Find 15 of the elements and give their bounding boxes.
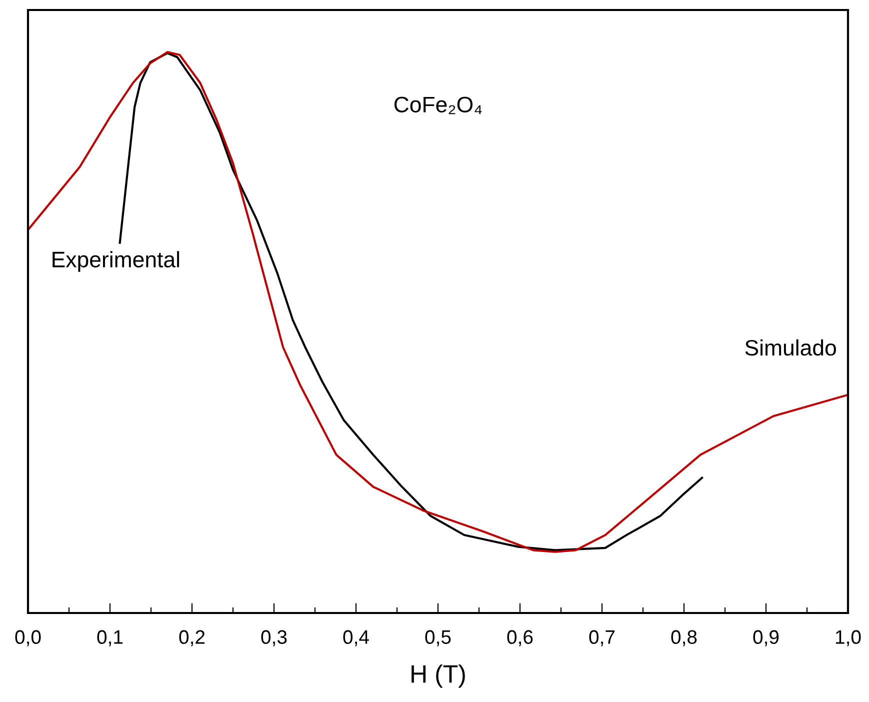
x-tick-label: 0,9 — [753, 630, 779, 646]
x-tick-label: 0,1 — [97, 630, 123, 646]
x-tick-label: 0,8 — [671, 630, 697, 646]
x-tick-label: 0,2 — [179, 630, 205, 646]
x-tick-label: 0,7 — [589, 630, 615, 646]
series-label: Simulado — [745, 339, 836, 356]
x-tick-label: 0,0 — [15, 630, 41, 646]
x-tick-label: 0,3 — [261, 630, 287, 646]
x-tick-label: 0,5 — [425, 630, 451, 646]
x-tick-label: 1,0 — [836, 630, 861, 646]
x-tick-label: 0,6 — [507, 630, 533, 646]
x-axis-title: H (T) — [412, 664, 465, 688]
series-label: Experimental — [52, 251, 180, 272]
x-tick-label: 0,4 — [343, 630, 369, 646]
annotation: CoFe₂O₄ — [394, 96, 482, 114]
